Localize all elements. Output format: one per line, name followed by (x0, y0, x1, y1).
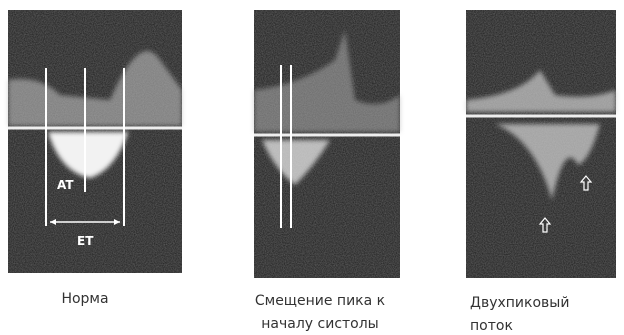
figure-canvas: AT ET Норма Смещение пика к началу систо… (0, 0, 624, 335)
caption-line: Двухпиковый (470, 295, 569, 311)
caption-line: поток (470, 318, 513, 334)
doppler-image-early-peak (254, 10, 400, 278)
doppler-image-biphasic (466, 10, 616, 278)
figure: AT ET Норма Смещение пика к началу систо… (0, 0, 624, 335)
caption-line: Смещение пика к (255, 293, 385, 309)
annotation-at: AT (57, 178, 74, 192)
doppler-image-normal: AT ET (8, 10, 182, 273)
caption: Норма (61, 291, 108, 307)
caption-line: началу систолы (261, 316, 378, 332)
annotation-et: ET (77, 234, 94, 248)
